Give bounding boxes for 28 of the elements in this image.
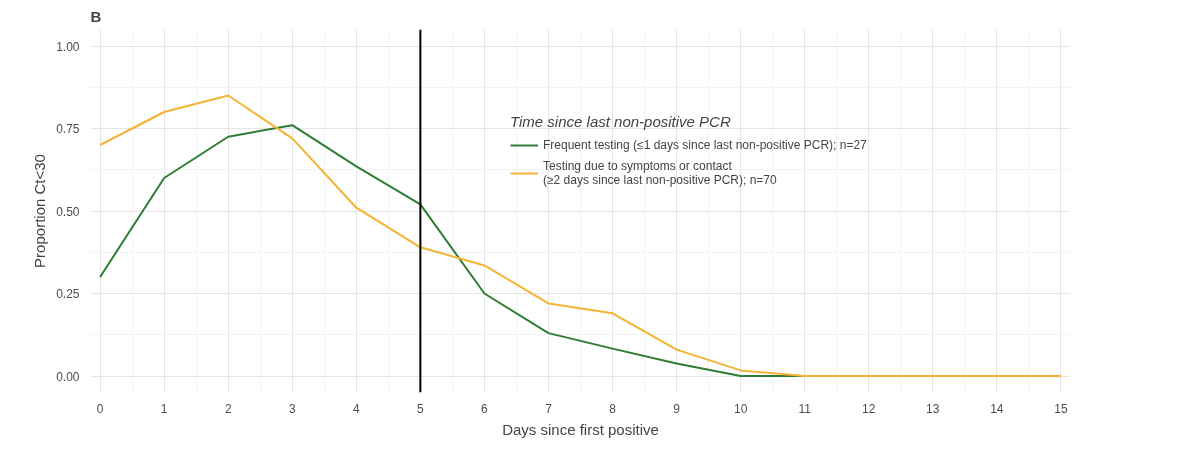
legend-label: Frequent testing (≤1 days since last non-positive PCR); n=27 [543, 138, 867, 152]
x-tick-label: 15 [1054, 401, 1068, 416]
x-tick-label: 8 [609, 401, 617, 416]
y-tick-label: 1.00 [56, 39, 80, 54]
x-tick-label: 3 [288, 401, 296, 416]
x-tick-label: 10 [733, 401, 748, 416]
y-tick-label: 0.50 [56, 204, 80, 219]
x-tick-label: 4 [352, 401, 360, 416]
x-axis-title: Days since first positive [502, 420, 659, 438]
legend-title: Time since last non-positive PCR [510, 113, 732, 130]
x-tick-label: 6 [481, 401, 489, 416]
x-tick-label: 12 [862, 401, 876, 416]
chart-title: B [90, 7, 102, 25]
x-tick-label: 14 [990, 401, 1004, 416]
line-series [99, 94, 1062, 377]
x-tick-label: 7 [545, 401, 553, 416]
y-tick-label: 0.25 [56, 287, 80, 301]
x-tick-label: 0 [96, 401, 104, 416]
x-tick-label: 1 [160, 401, 168, 416]
y-tick-label: 0.00 [56, 369, 80, 384]
x-tick-label: 9 [673, 401, 681, 416]
y-tick-label: 0.75 [56, 122, 80, 136]
legend-label: Testing due to symptoms or contact (≥2 days since last non-positive PCR); n=70 [543, 159, 777, 187]
x-tick-label: 2 [224, 401, 232, 416]
x-tick-label: 11 [798, 401, 812, 416]
y-axis-title: Proportion Ct<30 [31, 154, 49, 268]
x-tick-label: 5 [417, 401, 425, 416]
x-tick-label: 13 [926, 401, 940, 416]
